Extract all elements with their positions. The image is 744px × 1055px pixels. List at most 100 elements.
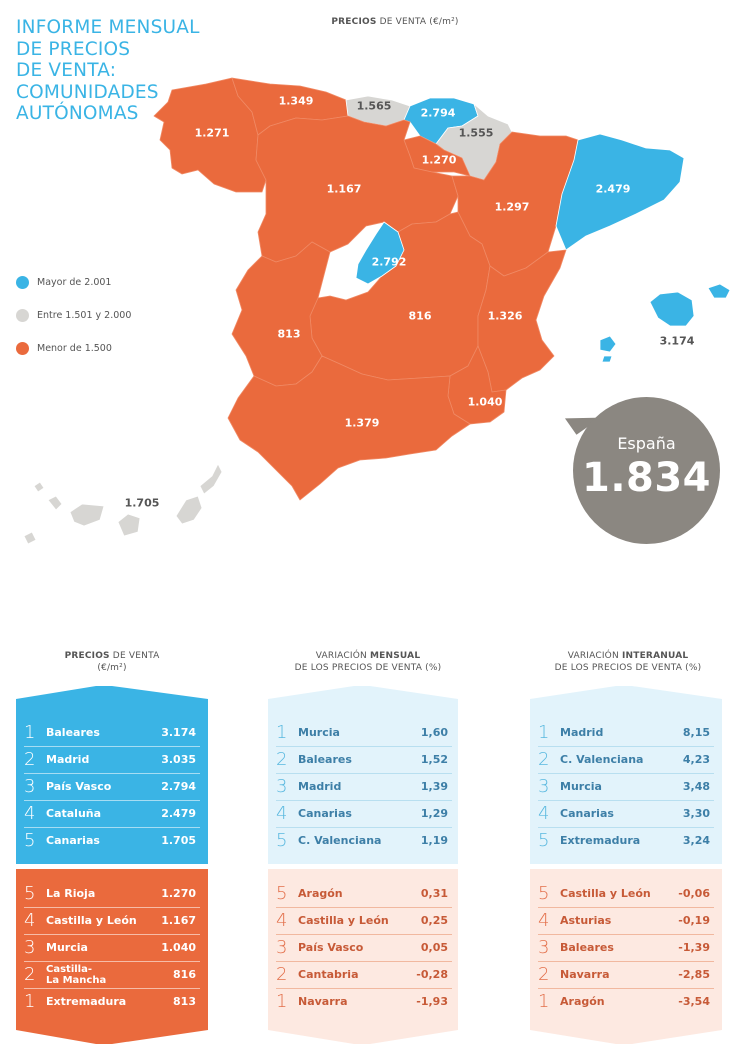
list-item: 4 Canarias 3,30 xyxy=(530,800,722,827)
rank-number: 5 xyxy=(276,830,288,851)
region-c-valenciana xyxy=(477,249,567,393)
region-name: Canarias xyxy=(560,807,614,820)
title-line: COMUNIDADES xyxy=(16,81,159,103)
rank-number: 5 xyxy=(276,883,288,904)
list-item: 5 C. Valenciana 1,19 xyxy=(268,827,460,854)
panel-precios-top xyxy=(16,686,208,864)
panel-mensual-top xyxy=(268,686,458,864)
rank-number: 4 xyxy=(24,803,36,824)
region-value: 0,25 xyxy=(420,914,448,927)
legend-item-low: Menor de 1.500 xyxy=(16,340,131,356)
region-value: 1.040 xyxy=(161,941,196,954)
rank-number: 1 xyxy=(276,722,288,743)
list-item: 1 Navarra -1,93 xyxy=(268,988,460,1015)
row-divider xyxy=(24,934,200,935)
rank-number: 1 xyxy=(276,991,288,1012)
legend-label: Menor de 1.500 xyxy=(37,342,112,354)
legend-swatch-orange xyxy=(16,341,29,355)
region-value: -0,28 xyxy=(416,968,448,981)
row-divider xyxy=(276,800,452,801)
list-interanual-top: 1 Madrid 8,15 2 C. Valenciana 4,23 3 Murcia 3,… xyxy=(530,719,722,859)
row-divider xyxy=(24,961,200,962)
map-value-castilla-la-mancha: 816 xyxy=(408,309,432,323)
region-baleares-mallorca xyxy=(649,291,695,327)
region-name: Canarias xyxy=(298,807,352,820)
region-value: 1.270 xyxy=(161,887,196,900)
col-head-bold: MENSUAL xyxy=(370,651,421,661)
rank-number: 3 xyxy=(276,776,288,797)
rank-number: 3 xyxy=(24,937,36,958)
list-item: 1 Baleares 3.174 xyxy=(16,719,208,746)
col-head-line2: (€/m²) xyxy=(97,663,127,673)
map-value-cantabria: 1.565 xyxy=(356,99,392,113)
list-item: 5 Extremadura 3,24 xyxy=(530,827,722,854)
region-name: Baleares xyxy=(560,941,614,954)
list-item: 5 Castilla y León -0,06 xyxy=(530,880,722,907)
region-name: C. Valenciana xyxy=(298,834,382,847)
row-divider xyxy=(24,827,200,828)
espana-bubble: España 1.834 xyxy=(573,397,720,544)
region-value: 1.705 xyxy=(161,834,196,847)
region-name: Murcia xyxy=(46,941,88,954)
col-head-precios: PRECIOS DE VENTA (€/m²) xyxy=(16,650,208,674)
rank-number: 2 xyxy=(24,749,36,770)
region-name: Cantabria xyxy=(298,968,359,981)
list-item: 3 País Vasco 2.794 xyxy=(16,773,208,800)
map-value-pais-vasco: 2.794 xyxy=(420,106,456,120)
region-value: 0,31 xyxy=(420,887,448,900)
region-canarias-1 xyxy=(175,495,203,525)
region-name: Castilla y León xyxy=(46,914,137,927)
rank-number: 3 xyxy=(24,776,36,797)
col-head-rest: DE VENTA xyxy=(109,651,160,661)
region-name: Navarra xyxy=(560,968,610,981)
list-item: 5 La Rioja 1.270 xyxy=(16,880,208,907)
region-value: -1,39 xyxy=(678,941,710,954)
list-precios-top: 1 Baleares 3.174 2 Madrid 3.035 3 País Vasco 2… xyxy=(16,719,208,859)
panel-interanual-bottom xyxy=(530,869,722,1044)
rank-number: 1 xyxy=(538,991,550,1012)
row-divider xyxy=(24,773,200,774)
rank-number: 4 xyxy=(276,803,288,824)
map-value-cataluna: 2.479 xyxy=(595,182,631,196)
list-item: 1 Murcia 1,60 xyxy=(268,719,460,746)
row-divider xyxy=(24,800,200,801)
espana-value: 1.834 xyxy=(581,455,712,501)
region-canarias-2 xyxy=(199,463,223,495)
rank-number: 1 xyxy=(24,991,36,1012)
rank-number: 2 xyxy=(24,964,36,985)
rank-number: 5 xyxy=(24,830,36,851)
region-name: Madrid xyxy=(46,753,90,766)
title-line: DE VENTA: xyxy=(16,60,117,81)
region-baleares-ibiza xyxy=(599,335,617,353)
title-line: INFORME MENSUAL xyxy=(16,17,200,38)
map-value-c-valenciana: 1.326 xyxy=(487,309,523,323)
list-item: 2 Navarra -2,85 xyxy=(530,961,722,988)
region-name: Asturias xyxy=(560,914,612,927)
rank-number: 3 xyxy=(276,937,288,958)
region-value: 4,23 xyxy=(682,753,710,766)
region-value: -1,93 xyxy=(416,995,448,1008)
col-head-pre: VARIACIÓN xyxy=(567,651,622,661)
row-divider xyxy=(538,800,714,801)
region-value: 1,29 xyxy=(420,807,448,820)
region-andalucia xyxy=(227,355,471,501)
row-divider xyxy=(276,988,452,989)
map-subheading-bold: PRECIOS xyxy=(331,17,377,27)
col-head-bold: PRECIOS xyxy=(64,651,110,661)
region-canarias-5 xyxy=(47,495,63,511)
list-item: 2 Castilla- La Mancha 816 xyxy=(16,961,208,988)
region-name: País Vasco xyxy=(46,780,112,793)
legend-item-mid: Entre 1.501 y 2.000 xyxy=(16,307,131,323)
list-item: 4 Castilla y León 0,25 xyxy=(268,907,460,934)
region-name: Canarias xyxy=(46,834,100,847)
region-value: -3,54 xyxy=(678,995,710,1008)
rank-number: 5 xyxy=(538,883,550,904)
title-line: DE PRECIOS xyxy=(16,38,131,60)
list-item: 3 País Vasco 0,05 xyxy=(268,934,460,961)
row-divider xyxy=(538,827,714,828)
row-divider xyxy=(276,961,452,962)
region-madrid xyxy=(355,221,405,285)
rank-number: 4 xyxy=(538,910,550,931)
map-value-castilla-leon: 1.167 xyxy=(326,182,362,196)
